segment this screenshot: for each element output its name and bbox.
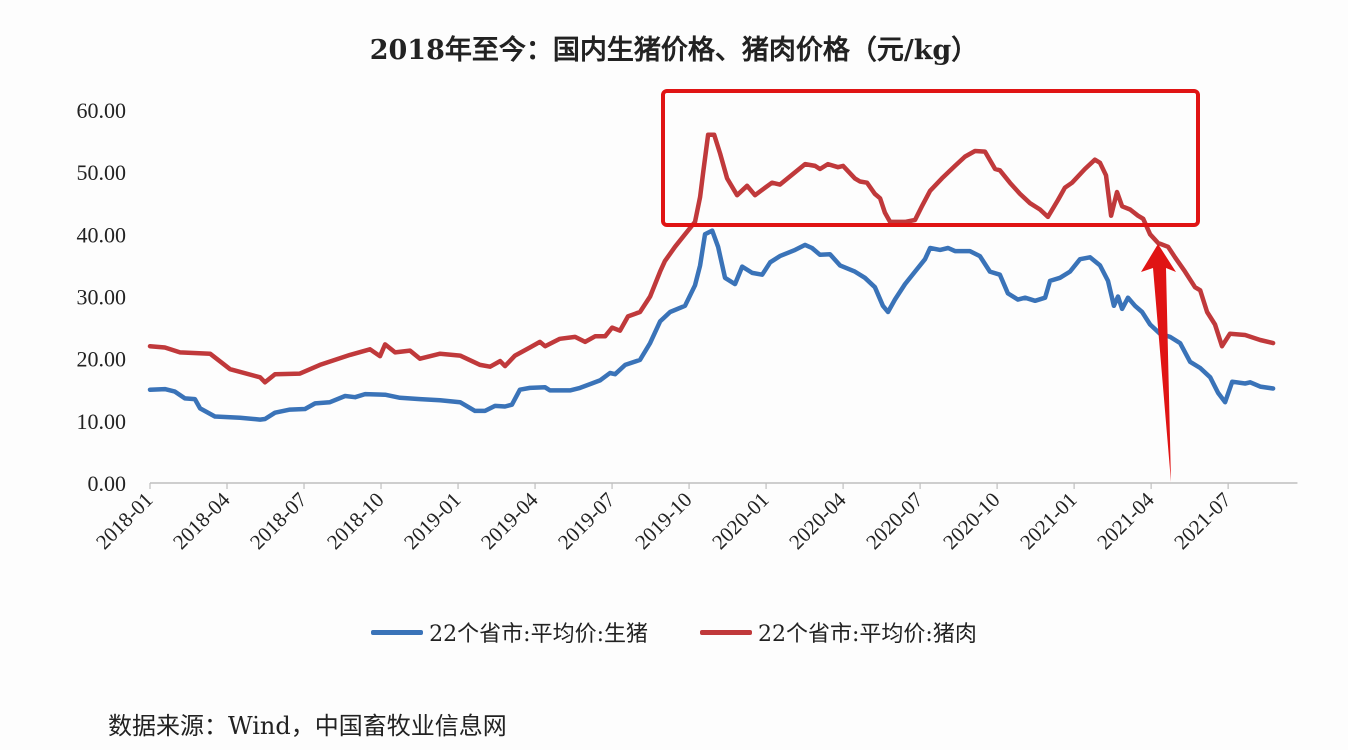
legend-label-pig: 22个省市:平均价:生猪	[429, 622, 648, 647]
legend-item-pig[interactable]: 22个省市:平均价:生猪	[371, 616, 648, 648]
y-tick-label: 40.00	[77, 222, 127, 247]
annotations	[661, 89, 1200, 482]
highlight-box	[661, 89, 1200, 227]
legend-swatch-pork	[700, 629, 752, 635]
x-tick-label: 2020-04	[784, 487, 851, 554]
data-source-note: 数据来源：Wind，中国畜牧业信息网	[108, 712, 507, 740]
y-axis: 0.00 10.00 20.00 30.00 40.00 50.00 60.00	[77, 98, 127, 496]
x-tick-label: 2019-04	[476, 487, 543, 554]
x-tick-label: 2019-07	[553, 488, 619, 554]
x-tick-label: 2018-01	[91, 488, 157, 554]
x-tick-label: 2019-01	[399, 488, 465, 554]
y-tick-label: 20.00	[77, 347, 127, 372]
x-tick-label: 2018-07	[245, 488, 311, 554]
series-line-pig	[147, 228, 1276, 422]
x-tick-label: 2019-10	[630, 488, 696, 554]
series-lines	[147, 132, 1276, 422]
y-tick-label: 50.00	[77, 160, 127, 185]
y-tick-label: 60.00	[77, 98, 127, 123]
chart-title: 2018年至今：国内生猪价格、猪肉价格（元/kg）	[369, 35, 979, 66]
x-tick-label: 2021-07	[1169, 488, 1235, 554]
legend: 22个省市:平均价:生猪 22个省市:平均价:猪肉	[0, 616, 1348, 648]
x-axis: 2018-01 2018-04 2018-07 2018-10 2019-01 2019-…	[91, 482, 1298, 554]
y-tick-label: 10.00	[77, 409, 127, 434]
y-tick-label: 30.00	[77, 284, 127, 309]
legend-label-pork: 22个省市:平均价:猪肉	[758, 622, 977, 647]
x-tick-label: 2021-04	[1092, 487, 1159, 554]
x-tick-label: 2021-01	[1015, 488, 1081, 554]
y-tick-label: 0.00	[88, 471, 127, 496]
x-tick-label: 2018-04	[168, 487, 235, 554]
x-tick-label: 2020-10	[938, 488, 1004, 554]
arrow-up-icon	[1141, 244, 1176, 482]
series-line-pork	[147, 132, 1276, 385]
x-tick-label: 2020-01	[707, 488, 773, 554]
legend-item-pork[interactable]: 22个省市:平均价:猪肉	[700, 616, 977, 648]
x-tick-label: 2018-10	[322, 488, 388, 554]
x-tick-label: 2020-07	[861, 488, 927, 554]
legend-swatch-pig	[371, 629, 424, 635]
